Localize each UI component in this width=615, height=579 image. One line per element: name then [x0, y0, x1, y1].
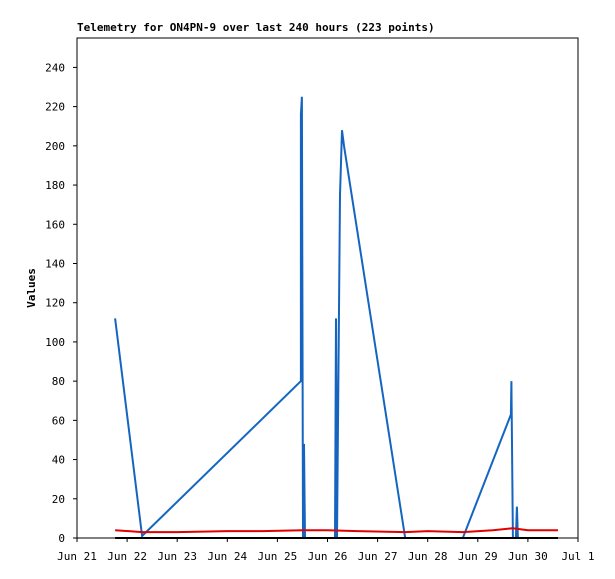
y-tick-label: 20 — [52, 493, 65, 506]
x-tick-label: Jun 25 — [258, 550, 298, 563]
y-tick-label: 40 — [52, 454, 65, 467]
x-tick-label: Jun 24 — [207, 550, 247, 563]
x-tick-label: Jun 26 — [308, 550, 348, 563]
x-tick-label: Jun 29 — [458, 550, 498, 563]
y-tick-label: 240 — [45, 61, 65, 74]
series-line — [114, 96, 519, 539]
x-tick-label: Jun 23 — [157, 550, 197, 563]
y-tick-label: 220 — [45, 101, 65, 114]
x-tick-label: Jun 27 — [358, 550, 398, 563]
x-tick-label: Jul 1 — [561, 550, 594, 563]
x-tick-label: Jun 28 — [408, 550, 448, 563]
y-tick-label: 60 — [52, 414, 65, 427]
y-tick-label: 80 — [52, 375, 65, 388]
y-tick-label: 160 — [45, 218, 65, 231]
x-tick-label: Jun 30 — [508, 550, 548, 563]
plot-frame — [76, 37, 579, 539]
x-tick-label: Jun 21 — [57, 550, 97, 563]
y-tick-label: 200 — [45, 140, 65, 153]
y-tick-label: 180 — [45, 179, 65, 192]
y-tick-label: 100 — [45, 336, 65, 349]
chart-title: Telemetry for ON4PN-9 over last 240 hour… — [77, 21, 435, 34]
x-tick-label: Jun 22 — [107, 550, 147, 563]
y-tick-label: 120 — [45, 297, 65, 310]
y-tick-label: 0 — [58, 532, 65, 545]
y-axis-label: Values — [25, 268, 38, 308]
series-line — [115, 527, 558, 534]
y-tick-label: 140 — [45, 257, 65, 270]
